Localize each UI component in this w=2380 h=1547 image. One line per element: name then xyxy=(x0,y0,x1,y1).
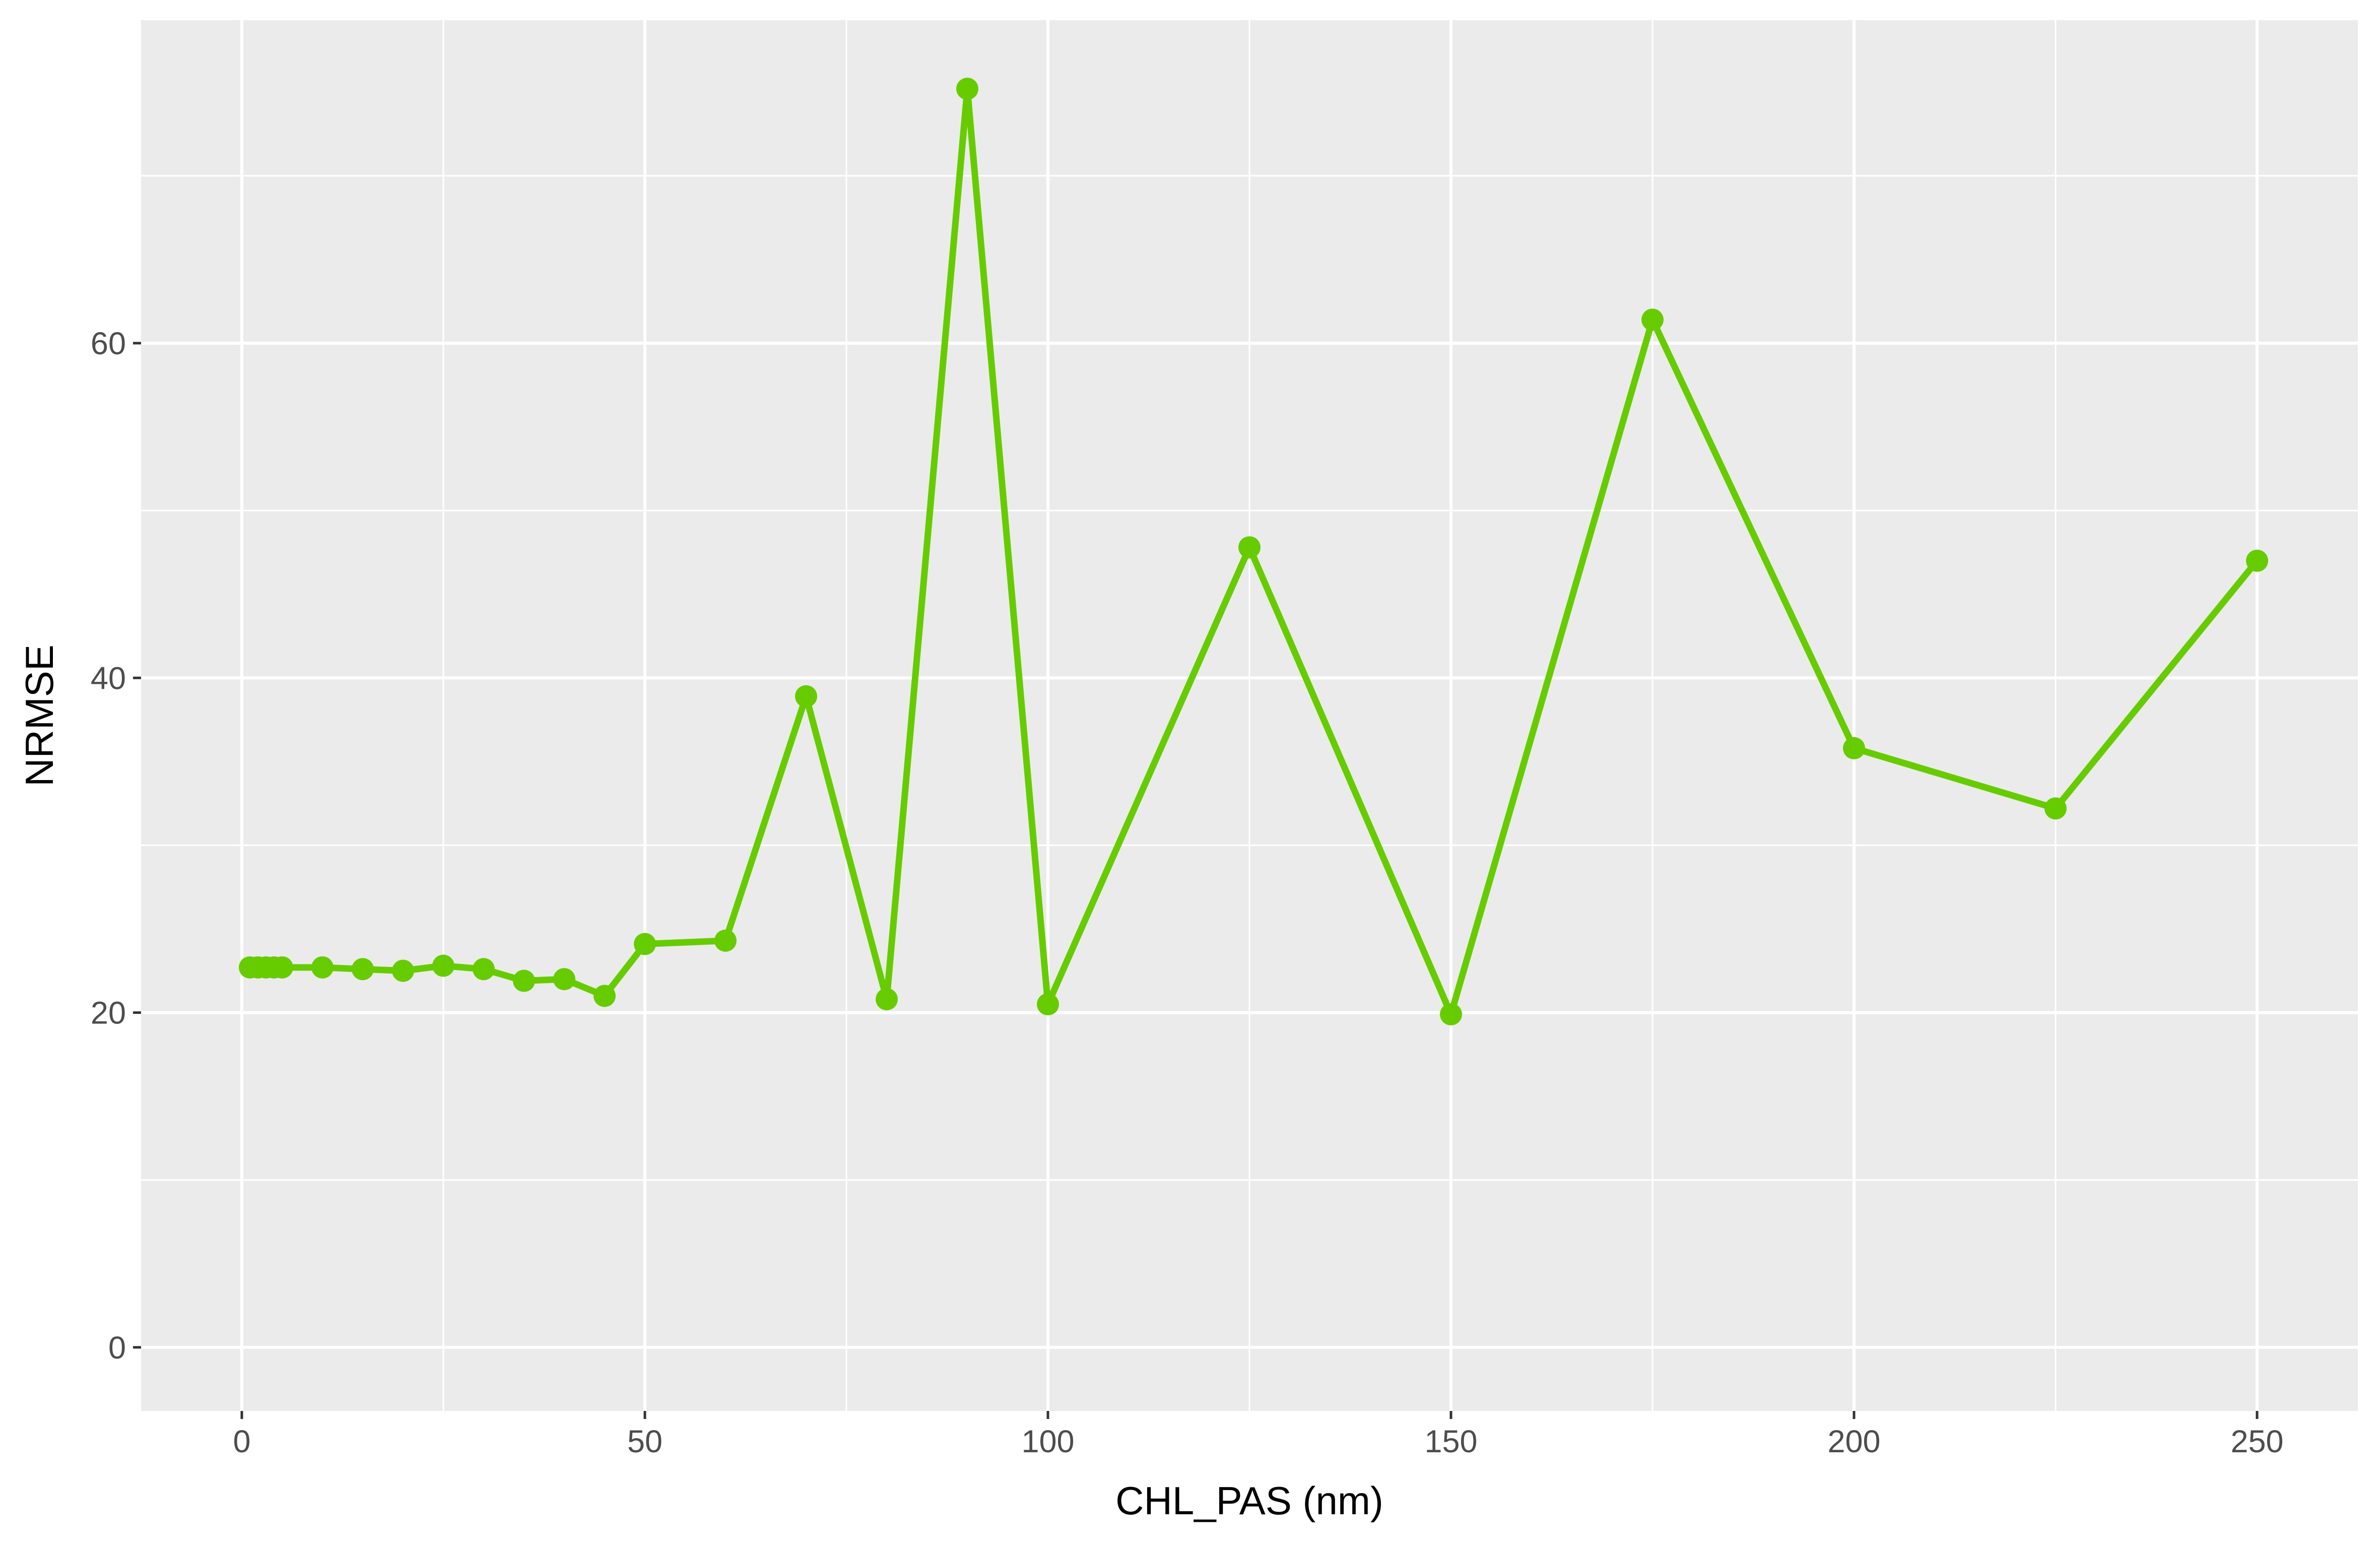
y-tick-label: 60 xyxy=(91,326,126,361)
y-tick-label: 20 xyxy=(91,996,126,1031)
data-point xyxy=(714,929,737,952)
x-tick-label: 150 xyxy=(1424,1424,1477,1459)
data-point xyxy=(553,968,575,991)
y-tick-label: 0 xyxy=(108,1330,126,1366)
data-point xyxy=(2246,549,2268,572)
data-point xyxy=(634,933,656,955)
x-tick-label: 250 xyxy=(2230,1424,2283,1459)
data-point xyxy=(1037,993,1059,1015)
data-point xyxy=(1440,1003,1462,1025)
data-point xyxy=(876,988,898,1010)
data-point xyxy=(311,956,334,979)
data-point xyxy=(473,958,495,981)
data-point xyxy=(1641,308,1664,331)
data-point xyxy=(956,78,978,100)
x-tick-label: 200 xyxy=(1827,1424,1880,1459)
y-axis-title: NRMSE xyxy=(17,644,61,787)
x-tick-label: 100 xyxy=(1021,1424,1074,1459)
data-point xyxy=(432,954,454,977)
x-axis-title: CHL_PAS (nm) xyxy=(1115,1478,1383,1523)
data-point xyxy=(513,970,535,992)
grid-major xyxy=(141,20,2358,1411)
data-point xyxy=(795,685,817,707)
x-tick-label: 0 xyxy=(233,1424,250,1459)
data-point xyxy=(352,958,374,981)
series-points xyxy=(239,78,2268,1025)
data-point xyxy=(271,956,293,979)
x-tick-label: 50 xyxy=(627,1424,663,1459)
tick-labels: 0 50 100 150 200 250 0 20 40 60 xyxy=(91,326,2284,1459)
data-point xyxy=(2044,797,2067,820)
grid-minor xyxy=(141,20,2358,1411)
data-point xyxy=(392,959,414,982)
y-tick-label: 40 xyxy=(91,661,126,696)
data-point xyxy=(1238,536,1261,559)
data-point xyxy=(593,985,616,1007)
axis-ticks xyxy=(133,342,2259,1419)
data-point xyxy=(1843,737,1865,759)
